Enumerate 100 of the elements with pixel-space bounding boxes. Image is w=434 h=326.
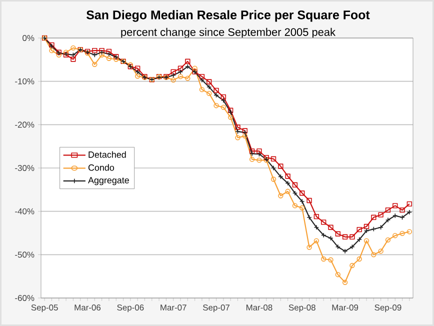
point — [300, 205, 305, 210]
x-tick-label: Sep-07 — [203, 304, 230, 312]
point — [342, 234, 348, 240]
point — [400, 230, 405, 236]
point — [214, 88, 219, 94]
point — [292, 182, 298, 188]
x-tick-label: Sep-05 — [31, 304, 58, 312]
point — [342, 280, 348, 285]
x-tick-label: Mar-09 — [332, 304, 358, 311]
point — [192, 66, 198, 71]
point — [70, 56, 76, 62]
point — [285, 174, 290, 179]
point — [335, 244, 340, 250]
point — [278, 193, 284, 198]
point — [170, 77, 176, 83]
point — [314, 238, 320, 244]
point — [314, 224, 320, 230]
point — [185, 76, 190, 81]
point — [92, 62, 98, 68]
x-tick-label: Sep-06 — [117, 304, 144, 312]
point — [278, 164, 284, 169]
point — [270, 176, 276, 182]
point — [406, 201, 412, 207]
x-tick-label: Mar-07 — [160, 304, 186, 311]
point — [249, 148, 255, 154]
x-tick-label: Sep-09 — [374, 304, 402, 312]
point — [392, 203, 398, 208]
point — [242, 133, 248, 139]
legend-label: Condo — [88, 164, 114, 171]
point — [170, 69, 176, 74]
point — [199, 86, 205, 92]
point — [292, 203, 298, 208]
y-tick-label: -50% — [15, 252, 34, 258]
chart-title: San Diego Median Resale Price per Square Foot — [86, 10, 370, 22]
chart-subtitle: percent change since September 2005 peak — [121, 28, 336, 38]
point — [335, 231, 340, 236]
point — [306, 244, 312, 250]
point — [385, 207, 391, 213]
point — [220, 94, 226, 100]
point — [356, 236, 362, 242]
point — [306, 198, 312, 204]
point — [106, 48, 112, 54]
point — [106, 51, 112, 57]
point — [328, 257, 334, 262]
point — [235, 124, 240, 130]
point — [378, 248, 384, 254]
point — [356, 226, 362, 232]
point — [235, 135, 240, 140]
point — [178, 74, 184, 80]
point — [206, 79, 212, 84]
point — [220, 98, 226, 103]
point — [320, 256, 326, 262]
point — [350, 234, 355, 240]
point — [199, 77, 205, 83]
legend-label: Aggregate — [88, 177, 129, 186]
legend-label: Detached — [88, 151, 126, 158]
x-tick-label: Mar-06 — [74, 304, 101, 311]
point — [378, 212, 384, 218]
y-tick-label: 0% — [22, 35, 34, 41]
point — [206, 84, 212, 90]
point — [214, 103, 219, 108]
point — [270, 156, 276, 162]
y-tick-label: -40% — [15, 208, 34, 214]
point — [256, 158, 262, 163]
point — [371, 252, 376, 258]
point — [292, 190, 298, 196]
point — [99, 52, 104, 58]
point — [392, 233, 398, 238]
point — [256, 148, 262, 154]
point — [356, 256, 362, 262]
point — [385, 237, 391, 243]
point — [300, 198, 305, 204]
point — [70, 45, 76, 51]
point — [350, 262, 355, 268]
point — [314, 214, 320, 220]
point — [270, 165, 276, 171]
point — [285, 188, 290, 194]
point — [385, 217, 391, 223]
point — [300, 190, 305, 196]
point — [320, 220, 326, 225]
point — [114, 56, 119, 62]
y-tick-label: -20% — [15, 122, 34, 128]
point — [49, 48, 54, 54]
y-tick-label: -10% — [15, 78, 34, 84]
y-tick-label: -30% — [15, 165, 34, 171]
point — [185, 58, 190, 64]
point — [364, 238, 370, 244]
point — [249, 156, 255, 162]
point — [106, 56, 112, 61]
point — [206, 90, 212, 96]
point — [328, 224, 334, 230]
point — [178, 66, 184, 71]
point — [371, 214, 376, 220]
point — [134, 66, 140, 71]
x-tick-label: Mar-08 — [246, 304, 272, 311]
point — [220, 104, 226, 110]
point — [335, 272, 340, 278]
point — [364, 224, 370, 230]
point — [400, 207, 405, 213]
y-tick-label: -60% — [15, 295, 34, 301]
